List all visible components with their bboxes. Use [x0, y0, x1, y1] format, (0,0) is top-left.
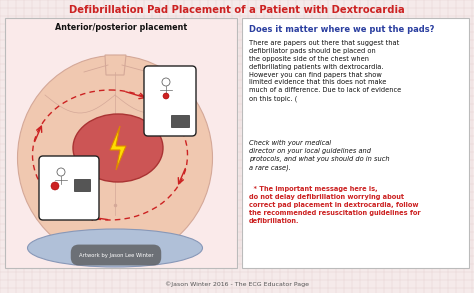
FancyBboxPatch shape — [144, 66, 196, 136]
Text: Artwork by Jason Lee Winter: Artwork by Jason Lee Winter — [79, 253, 153, 258]
Text: There are papers out there that suggest that
defibrillator pads should be placed: There are papers out there that suggest … — [249, 40, 401, 102]
FancyBboxPatch shape — [74, 179, 90, 191]
FancyBboxPatch shape — [39, 156, 99, 220]
Circle shape — [163, 93, 169, 99]
FancyBboxPatch shape — [5, 18, 237, 268]
Text: Anterior/posterior placement: Anterior/posterior placement — [55, 23, 187, 33]
Polygon shape — [110, 126, 126, 170]
Text: * The important message here is,
do not delay defibrillation worrying about
corr: * The important message here is, do not … — [249, 186, 420, 224]
Ellipse shape — [27, 229, 202, 267]
Text: Check with your medical
director on your local guidelines and
protocols, and wha: Check with your medical director on your… — [249, 140, 390, 171]
Circle shape — [51, 182, 59, 190]
Polygon shape — [105, 55, 126, 75]
Text: Does it matter where we put the pads?: Does it matter where we put the pads? — [249, 25, 434, 35]
Ellipse shape — [73, 114, 163, 182]
FancyBboxPatch shape — [242, 18, 469, 268]
Text: ©Jason Winter 2016 - The ECG Educator Page: ©Jason Winter 2016 - The ECG Educator Pa… — [165, 281, 309, 287]
FancyBboxPatch shape — [171, 115, 189, 127]
Text: Defibrillation Pad Placement of a Patient with Dextrocardia: Defibrillation Pad Placement of a Patien… — [69, 5, 405, 15]
Ellipse shape — [18, 55, 212, 260]
